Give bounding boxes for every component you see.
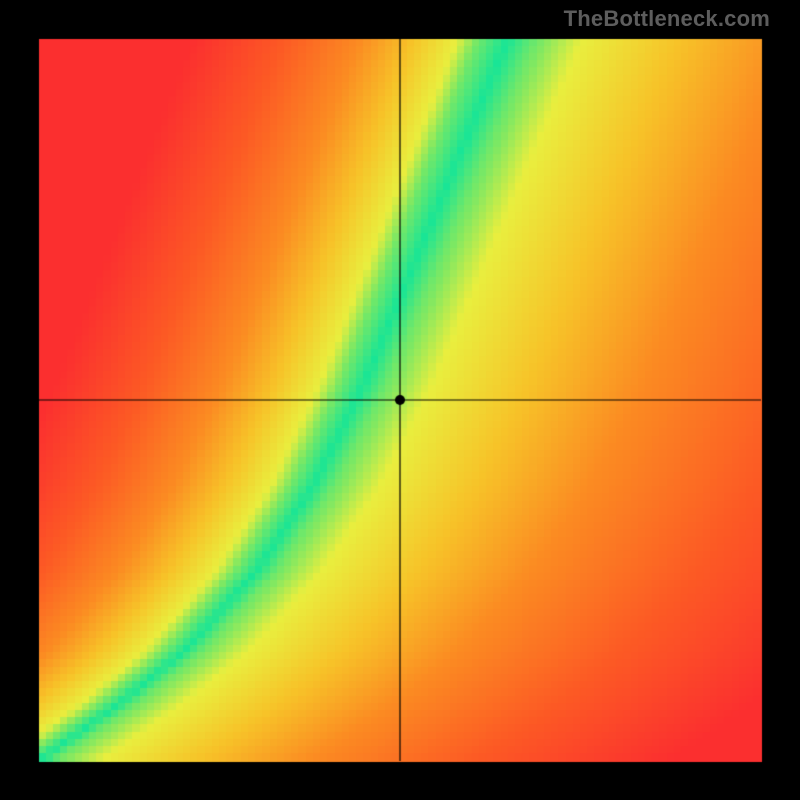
watermark-text: TheBottleneck.com [564, 6, 770, 32]
bottleneck-heatmap [0, 0, 800, 800]
chart-container: TheBottleneck.com [0, 0, 800, 800]
